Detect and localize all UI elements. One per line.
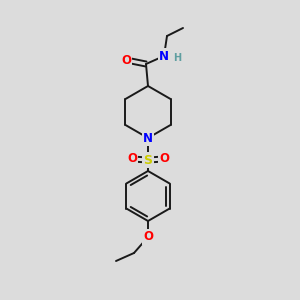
Text: H: H xyxy=(173,53,181,63)
Text: N: N xyxy=(143,131,153,145)
Text: O: O xyxy=(143,230,153,244)
Text: O: O xyxy=(121,53,131,67)
Text: O: O xyxy=(127,152,137,166)
Text: O: O xyxy=(159,152,169,166)
Text: N: N xyxy=(159,50,169,62)
Text: S: S xyxy=(143,154,152,166)
